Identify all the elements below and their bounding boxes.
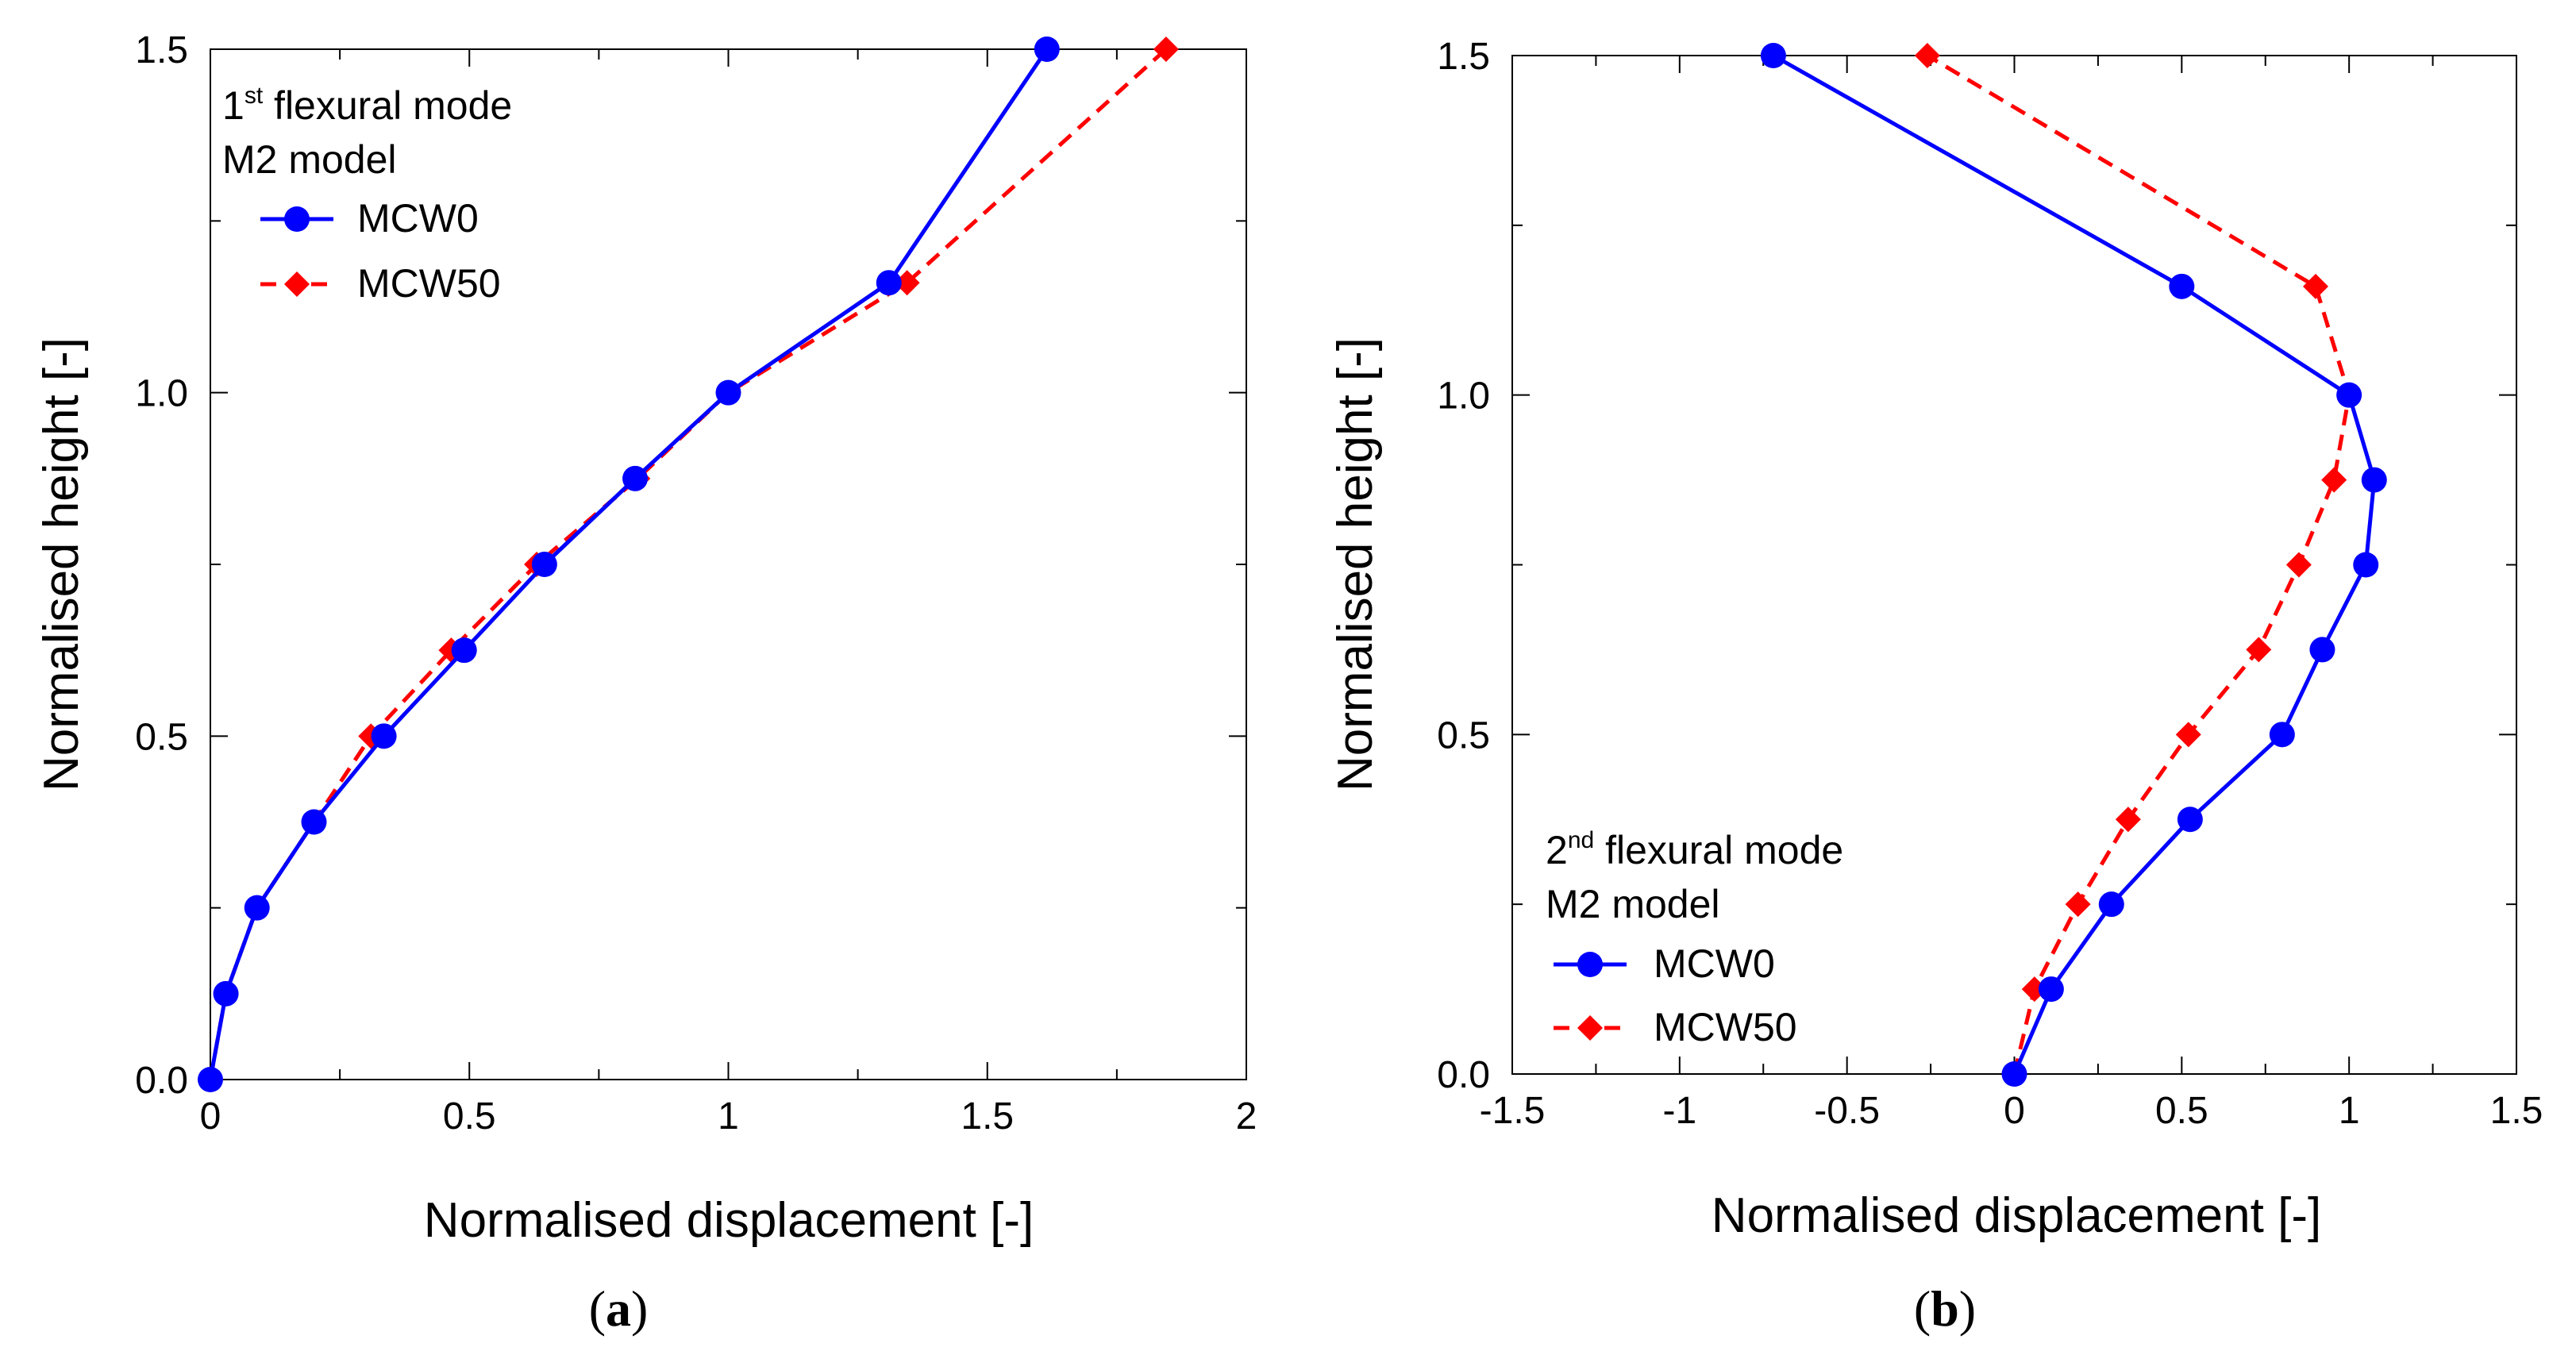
panel-b-y-tick-label: 1.5	[1437, 36, 1490, 78]
panel-b-x-axis-label: Normalised displacement [-]	[1712, 1188, 2321, 1243]
panel-a-point-mcw0	[1034, 37, 1060, 62]
panel-b-x-tick-label: 1	[2339, 1090, 2360, 1132]
panel-a-caption: (a)	[589, 1280, 649, 1337]
panel-a-point-mcw0	[198, 1067, 223, 1092]
panel-a-point-mcw0	[451, 637, 477, 664]
panel-b-legend-mcw0-label: MCW0	[1654, 941, 1775, 986]
panel-a-legend-mcw0-marker	[284, 206, 310, 232]
panel-a-legend-mcw50-marker	[284, 271, 310, 297]
panel-b-point-mcw0	[2177, 806, 2203, 833]
panel-b-point-mcw0	[2353, 552, 2379, 578]
panel-b-caption: (b)	[1914, 1280, 1976, 1337]
panel-a-mode-label: 1st flexural mode	[222, 83, 512, 128]
panel-b-x-tick-label: -1.5	[1480, 1090, 1546, 1132]
panel-b-point-mcw50	[2303, 273, 2328, 299]
panel-a-x-tick-label: 1	[718, 1095, 739, 1138]
panel-b-series-layer	[1760, 43, 2387, 1087]
panel-b-point-mcw50	[2285, 552, 2312, 578]
panel-a-x-tick-label: 1.5	[961, 1095, 1014, 1138]
panel-a-point-mcw50	[1153, 37, 1179, 62]
panel-a-point-mcw0	[244, 895, 270, 921]
panel-a-point-mcw0	[622, 465, 649, 491]
panel-b-legend-mcw0-marker	[1577, 952, 1603, 977]
panel-b-point-mcw0	[2269, 722, 2295, 748]
panel-a-series-mcw50-line	[208, 48, 1168, 1080]
panel-a-point-mcw0	[371, 723, 397, 749]
panel-b-point-mcw0	[2361, 467, 2387, 493]
panel-b-y-axis-label: Normalised height [-]	[1328, 337, 1383, 791]
panel-a-y-tick-label: 1.0	[135, 373, 188, 415]
panel-b-point-mcw50	[1914, 43, 1940, 68]
panel-a-legend-mcw50-label: MCW50	[357, 261, 501, 306]
panel-b-point-mcw0	[1760, 43, 1786, 68]
panel-a-point-mcw0	[531, 552, 557, 577]
panel-a-legend: MCW0 MCW50	[260, 196, 501, 306]
panel-a-point-mcw0	[876, 270, 902, 296]
panel-a-y-axis-label: Normalised height [-]	[34, 337, 89, 791]
panel-a-point-mcw50	[894, 270, 920, 296]
panel-b-point-mcw0	[2001, 1061, 2027, 1087]
panel-a-y-tick-label: 0.5	[135, 716, 188, 758]
panel-b-point-mcw0	[2098, 891, 2124, 918]
panel-b-mode-label: 2nd flexural mode	[1546, 827, 1843, 872]
panel-b-annotation: 2nd flexural mode M2 model	[1546, 827, 1843, 926]
panel-b: -1.5 -1 -0.5 0 0.5 1 1.5 0.0 0.5 1.0 1.5 2nd flexu…	[1328, 36, 2543, 1337]
panel-a-annotation: 1st flexural mode M2 model	[222, 83, 512, 182]
panel-a-tick-labels: 0 0.5 1 1.5 2 0.0 0.5 1.0 1.5	[135, 29, 1257, 1138]
panel-b-point-mcw0	[2038, 976, 2064, 1003]
panel-b-legend-mcw50-label: MCW50	[1654, 1005, 1797, 1049]
panel-b-point-mcw0	[2309, 637, 2335, 663]
panel-b-point-mcw50	[2175, 722, 2201, 748]
panel-a-series-layer	[198, 37, 1179, 1092]
panel-b-x-tick-label: 0	[2004, 1090, 2025, 1132]
panel-b-point-mcw0	[2169, 273, 2195, 299]
panel-a: 0 0.5 1 1.5 2 0.0 0.5 1.0 1.5 1st flexural mode …	[34, 29, 1257, 1337]
panel-b-x-tick-label: -0.5	[1814, 1090, 1880, 1132]
panel-a-y-tick-label: 0.0	[135, 1060, 188, 1102]
panel-b-legend-mcw50-marker	[1577, 1015, 1603, 1041]
panel-a-x-tick-label: 0.5	[443, 1095, 496, 1138]
panel-a-point-mcw0	[301, 809, 327, 835]
panel-b-x-tick-label: -1	[1662, 1090, 1696, 1132]
panel-b-point-mcw50	[2115, 806, 2141, 833]
panel-b-legend: MCW0 MCW50	[1554, 941, 1797, 1049]
panel-a-plot-frame	[210, 48, 1247, 1080]
panel-b-point-mcw50	[2246, 637, 2272, 663]
panel-b-y-tick-label: 1.0	[1437, 375, 1490, 418]
panel-b-y-tick-label: 0.5	[1437, 714, 1490, 756]
panel-a-legend-mcw0-label: MCW0	[357, 196, 479, 241]
panel-a-point-mcw0	[213, 980, 239, 1007]
panel-b-tick-labels: -1.5 -1 -0.5 0 0.5 1 1.5 0.0 0.5 1.0 1.5	[1437, 36, 2543, 1132]
panel-a-y-tick-label: 1.5	[135, 29, 188, 71]
panel-a-x-axis-label: Normalised displacement [-]	[424, 1193, 1034, 1248]
panel-b-point-mcw50	[2321, 467, 2347, 493]
panel-a-point-mcw0	[715, 379, 741, 406]
panel-a-model-label: M2 model	[222, 137, 397, 182]
panel-b-point-mcw50	[2065, 891, 2091, 918]
panel-a-x-tick-label: 2	[1236, 1095, 1257, 1138]
panel-b-point-mcw0	[2336, 382, 2362, 408]
panel-b-x-tick-label: 1.5	[2490, 1090, 2543, 1132]
panel-a-x-tick-label: 0	[200, 1095, 221, 1138]
panel-b-x-tick-label: 0.5	[2155, 1090, 2208, 1132]
panel-b-model-label: M2 model	[1546, 882, 1720, 926]
panel-b-y-tick-label: 0.0	[1437, 1054, 1490, 1096]
